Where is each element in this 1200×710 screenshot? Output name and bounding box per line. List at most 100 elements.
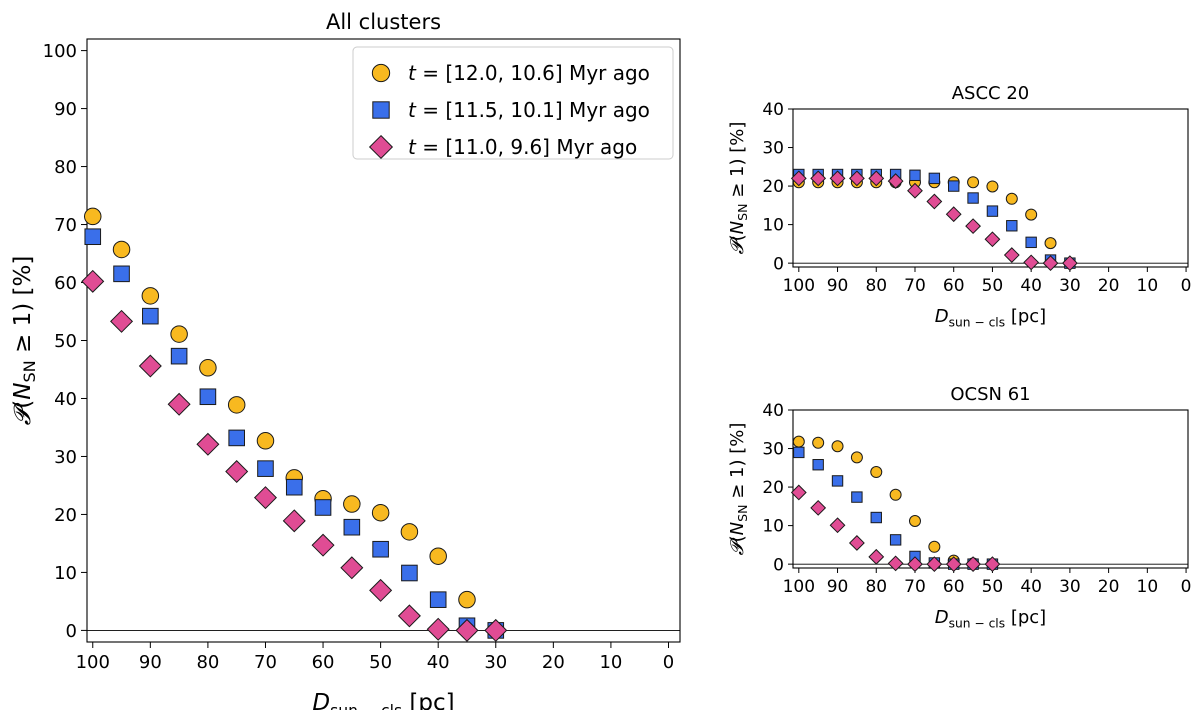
y-tick-label: 40: [54, 389, 77, 410]
data-point-diamond: [1023, 254, 1040, 271]
ylabel-part: SN: [20, 360, 39, 382]
chart-title: ASCC 20: [952, 83, 1030, 104]
data-point-diamond: [1003, 247, 1020, 263]
ylabel-part: N: [10, 383, 36, 400]
ylabel-part: SN: [735, 203, 750, 220]
data-point-diamond: [829, 170, 846, 187]
ylabel-part: N: [727, 221, 748, 234]
y-tick-label: 30: [762, 139, 784, 159]
xlabel-subscript: sun − cls: [949, 617, 1005, 631]
data-point-square: [429, 591, 447, 608]
y-tick-label: 40: [762, 401, 784, 421]
data-point-diamond: [1042, 255, 1059, 272]
data-point-square: [170, 347, 188, 365]
x-tick-label: 90: [827, 276, 849, 296]
data-point-diamond: [984, 556, 1001, 573]
data-point-diamond: [790, 484, 807, 501]
y-tick-label: 30: [762, 440, 784, 460]
data-point-circle: [812, 436, 825, 449]
data-point-square: [343, 518, 361, 536]
x-tick-label: 80: [196, 652, 219, 673]
y-tick-label: 10: [762, 517, 784, 537]
legend-entry: t = [11.0, 9.6] Myr ago: [408, 135, 637, 159]
ylabel-part: ≥ 1) [%]: [727, 122, 748, 204]
data-point-circle: [199, 359, 217, 377]
xlabel-subscript: sun − cls: [949, 316, 1005, 330]
y-tick-label: 60: [54, 273, 77, 294]
data-point-diamond: [426, 617, 450, 641]
ylabel-part: (: [727, 535, 748, 542]
data-point-diamond: [484, 618, 508, 642]
ylabel-part: ≥ 1) [%]: [727, 423, 748, 505]
data-point-circle: [458, 590, 476, 609]
x-tick-label: 40: [427, 652, 450, 673]
data-point-circle: [141, 287, 160, 305]
data-point-diamond: [790, 170, 807, 187]
x-axis-label: Dsun − cls [pc]: [312, 690, 454, 710]
x-tick-label: 50: [982, 276, 1004, 296]
data-point-circle: [1025, 208, 1038, 221]
data-point-diamond: [110, 309, 134, 333]
y-tick-label: 40: [762, 100, 784, 120]
legend-time-symbol: t: [408, 98, 417, 122]
data-point-square: [831, 475, 844, 487]
data-point-diamond: [340, 556, 364, 580]
data-point-circle: [928, 540, 941, 553]
data-point-square: [314, 499, 332, 516]
x-tick-label: 10: [1137, 577, 1159, 597]
xlabel-symbol: D: [935, 607, 949, 628]
legend-entry: t = [12.0, 10.6] Myr ago: [408, 61, 650, 85]
x-tick-label: 70: [254, 652, 277, 673]
data-point-circle: [1005, 192, 1018, 205]
xlabel-unit: [pc]: [1005, 306, 1046, 327]
xlabel-unit: [pc]: [1005, 607, 1046, 628]
y-tick-label: 20: [762, 177, 784, 197]
x-tick-label: 70: [904, 577, 926, 597]
data-point-square: [851, 491, 863, 503]
data-point-square: [84, 228, 102, 246]
data-point-diamond: [167, 392, 191, 416]
y-tick-label: 90: [54, 99, 77, 120]
y-tick-label: 0: [773, 254, 784, 274]
x-tick-label: 10: [1137, 276, 1159, 296]
data-point-square: [793, 446, 805, 459]
data-point-diamond: [868, 548, 885, 565]
x-tick-label: 50: [369, 652, 392, 673]
x-axis-label: Dsun − cls [pc]: [935, 306, 1046, 330]
y-tick-label: 10: [762, 216, 784, 236]
x-tick-label: 90: [827, 577, 849, 597]
data-point-circle: [170, 325, 188, 343]
data-point-square: [285, 478, 303, 496]
x-tick-label: 60: [943, 276, 965, 296]
x-tick-label: 30: [1059, 276, 1081, 296]
data-point-diamond: [397, 604, 421, 628]
data-point-square: [113, 265, 130, 283]
data-point-square: [967, 192, 979, 204]
legend-time-range: = [11.5, 10.1] Myr ago: [416, 98, 650, 122]
data-point-diamond: [984, 231, 1001, 248]
y-axis-label: 𝓟(NSN ≥ 1) [%]: [727, 122, 750, 255]
data-point-circle: [256, 432, 275, 450]
y-tick-label: 0: [66, 621, 77, 642]
chart-title: OCSN 61: [950, 384, 1030, 405]
plot-frame: [792, 108, 1189, 268]
data-point-square: [909, 169, 921, 181]
x-tick-label: 20: [1098, 577, 1120, 597]
y-axis-label: 𝓟(NSN ≥ 1) [%]: [727, 423, 750, 556]
ylabel-part: (: [727, 234, 748, 241]
data-point-diamond: [887, 555, 904, 572]
data-point-diamond: [81, 269, 105, 293]
legend-box: [352, 46, 674, 160]
x-tick-label: 40: [1020, 577, 1042, 597]
x-tick-label: 0: [1181, 577, 1192, 597]
data-point-diamond: [868, 170, 885, 187]
data-point-diamond: [829, 517, 846, 534]
data-point-square: [257, 460, 274, 477]
data-point-diamond: [848, 535, 865, 551]
data-point-square: [1025, 236, 1037, 249]
x-tick-label: 80: [865, 577, 887, 597]
data-point-diamond: [311, 533, 335, 557]
data-point-square: [889, 534, 902, 546]
x-tick-label: 60: [312, 652, 335, 673]
